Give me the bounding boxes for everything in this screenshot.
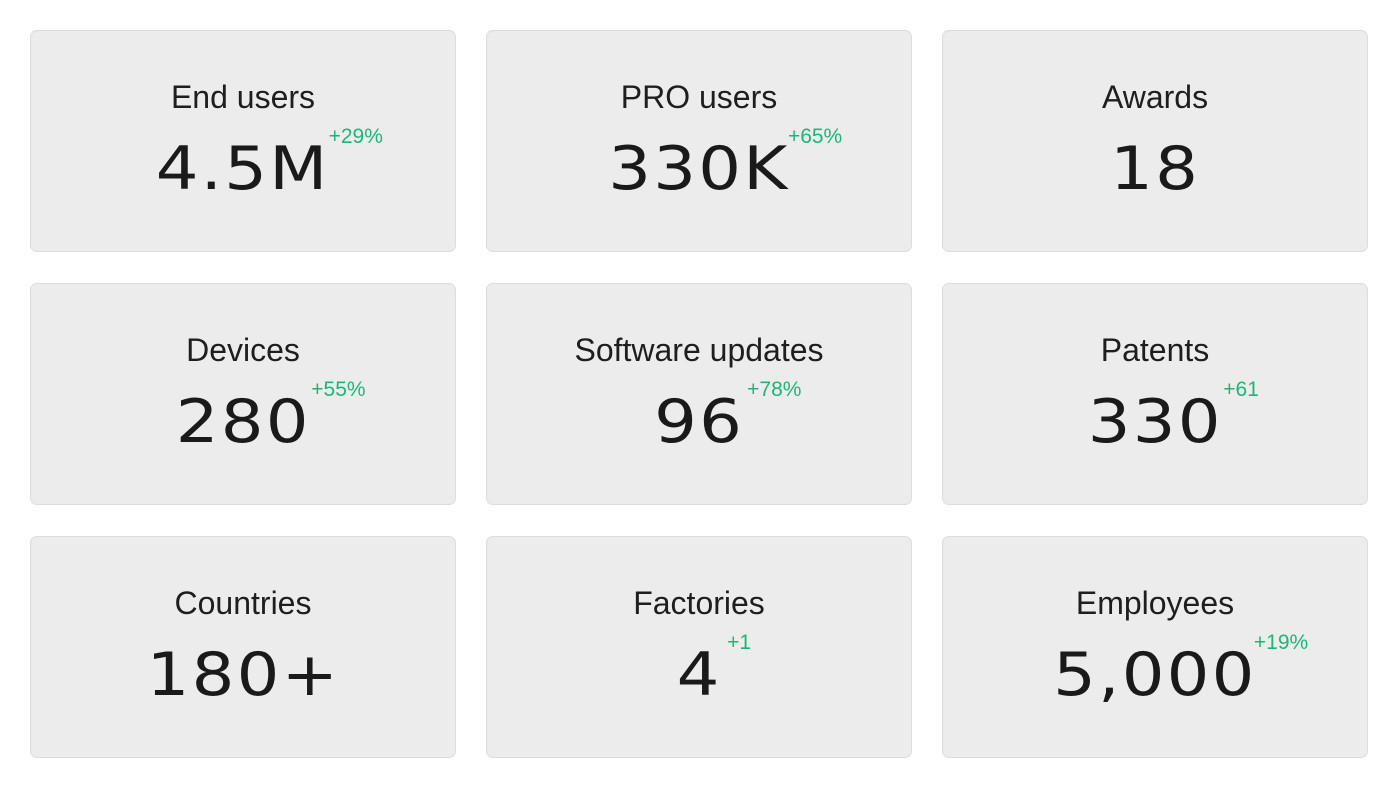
stat-value: 5,000 bbox=[1053, 640, 1257, 710]
stat-card-pro-users: PRO users 330K +65% bbox=[486, 30, 912, 252]
stat-label: Employees bbox=[1075, 585, 1235, 621]
stat-value: 4.5M bbox=[156, 134, 330, 204]
stat-label: PRO users bbox=[620, 79, 778, 115]
stat-delta: +1 bbox=[727, 631, 752, 654]
stat-card-countries: Countries 180+ bbox=[30, 536, 456, 758]
stat-value: 280 bbox=[175, 387, 311, 457]
stat-label: Factories bbox=[633, 585, 765, 621]
stat-value: 330K bbox=[608, 134, 790, 204]
stat-value: 18 bbox=[1109, 134, 1200, 204]
stat-card-devices: Devices 280 +55% bbox=[30, 283, 456, 505]
stat-label: Awards bbox=[1101, 79, 1209, 115]
stat-card-patents: Patents 330 +61 bbox=[942, 283, 1368, 505]
stat-delta: +65% bbox=[787, 125, 843, 148]
stat-delta: +78% bbox=[747, 378, 802, 401]
stat-label: Patents bbox=[1100, 332, 1210, 368]
stat-label: Countries bbox=[174, 585, 312, 621]
stat-card-end-users: End users 4.5M +29% bbox=[30, 30, 456, 252]
stat-label: Software updates bbox=[574, 332, 824, 368]
stat-delta: +55% bbox=[311, 378, 366, 401]
stat-label: End users bbox=[170, 79, 316, 115]
stat-card-awards: Awards 18 bbox=[942, 30, 1368, 252]
stat-value: 4 bbox=[676, 640, 722, 710]
stat-card-software-updates: Software updates 96 +78% bbox=[486, 283, 912, 505]
stat-delta: +61 bbox=[1223, 378, 1259, 401]
stat-delta: +29% bbox=[328, 125, 383, 148]
stat-value: 96 bbox=[653, 387, 744, 457]
stat-label: Devices bbox=[186, 332, 300, 368]
stat-value: 330 bbox=[1087, 387, 1223, 457]
stat-card-employees: Employees 5,000 +19% bbox=[942, 536, 1368, 758]
stat-card-factories: Factories 4 +1 bbox=[486, 536, 912, 758]
stats-grid: End users 4.5M +29% PRO users 330K +65% Aw… bbox=[30, 30, 1368, 758]
stat-delta: +19% bbox=[1253, 631, 1309, 654]
stat-value: 180+ bbox=[146, 640, 340, 710]
